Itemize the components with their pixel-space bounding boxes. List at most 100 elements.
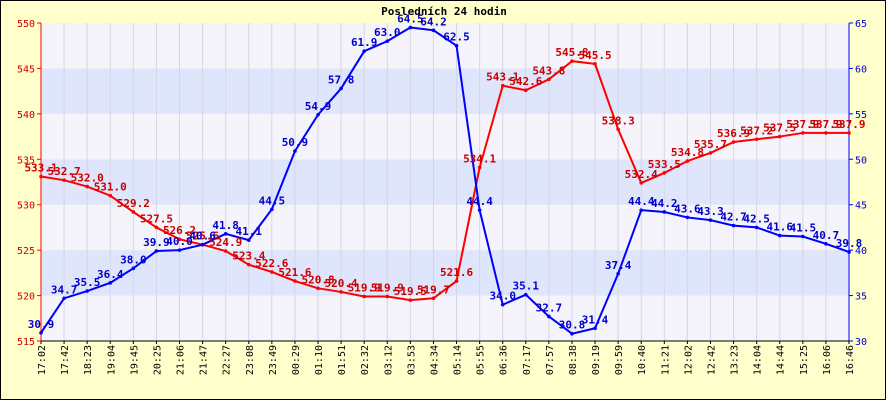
x-tick-label: 21:47 bbox=[199, 345, 210, 375]
right-axis-data-label: 40.0 bbox=[166, 235, 193, 248]
left-axis-data-point bbox=[524, 88, 528, 93]
left-axis-data-label: 545.5 bbox=[578, 49, 611, 62]
right-axis-data-label: 42.5 bbox=[743, 212, 770, 225]
left-axis-data-label: 534.8 bbox=[671, 146, 704, 159]
left-axis-data-point bbox=[824, 131, 828, 135]
left-axis-data-point bbox=[316, 286, 320, 291]
left-axis-data-point bbox=[362, 294, 367, 299]
right-axis-data-label: 40.7 bbox=[813, 229, 840, 242]
right-axis-data-label: 38.0 bbox=[120, 253, 147, 266]
left-axis-data-point bbox=[270, 270, 274, 274]
x-tick-label: 16:46 bbox=[845, 345, 856, 375]
x-tick-label: 16:06 bbox=[822, 345, 833, 375]
left-axis-data-label: 533.1 bbox=[24, 162, 57, 175]
grid-band bbox=[41, 250, 849, 296]
left-axis-data-point bbox=[847, 131, 851, 135]
left-tick-label: 535 bbox=[17, 155, 35, 166]
right-tick-label: 60 bbox=[855, 64, 867, 75]
left-axis-data-point bbox=[293, 279, 297, 283]
x-tick-label: 14:44 bbox=[776, 345, 787, 375]
right-axis-data-label: 44.4 bbox=[628, 195, 655, 208]
right-axis-data-point bbox=[593, 326, 597, 331]
right-tick-label: 50 bbox=[855, 155, 867, 166]
left-axis-data-point bbox=[85, 184, 89, 189]
right-axis-data-label: 36.4 bbox=[97, 268, 124, 281]
right-axis-data-point bbox=[85, 289, 89, 293]
left-axis-data-label: 545.8 bbox=[555, 46, 588, 59]
left-axis-data-label: 532.7 bbox=[48, 165, 81, 178]
right-axis-data-label: 30.9 bbox=[28, 318, 55, 331]
left-axis-data-label: 529.2 bbox=[117, 197, 150, 210]
right-axis-data-label: 62.5 bbox=[443, 31, 470, 44]
left-axis-data-label: 522.6 bbox=[255, 257, 288, 270]
right-axis-data-label: 42.7 bbox=[720, 211, 747, 224]
right-axis-data-point bbox=[408, 25, 413, 30]
right-axis-data-point bbox=[824, 241, 828, 246]
right-axis-data-point bbox=[223, 231, 228, 236]
right-axis-data-point bbox=[431, 28, 436, 33]
right-axis-data-point bbox=[500, 302, 505, 307]
left-axis-data-point bbox=[408, 298, 413, 302]
right-tick-label: 40 bbox=[855, 246, 867, 257]
x-tick-label: 11:21 bbox=[660, 345, 671, 375]
left-axis-data-label: 520.8 bbox=[301, 273, 334, 286]
x-tick-label: 18:23 bbox=[83, 345, 94, 375]
right-axis-data-point bbox=[131, 266, 136, 271]
left-axis-data-label: 519.7 bbox=[417, 283, 450, 296]
x-tick-label: 05:14 bbox=[453, 345, 464, 375]
right-axis-data-point bbox=[362, 49, 367, 53]
left-axis-data-label: 519.9 bbox=[371, 281, 404, 294]
right-axis-data-point bbox=[801, 234, 805, 239]
right-axis-data-point bbox=[339, 86, 343, 91]
right-axis-data-label: 50.9 bbox=[282, 136, 309, 149]
left-axis-data-label: 521.6 bbox=[440, 266, 473, 279]
right-axis-data-point bbox=[731, 223, 736, 228]
right-axis-data-point bbox=[62, 296, 66, 301]
right-axis-data-label: 44.4 bbox=[466, 195, 493, 208]
right-axis-data-label: 41.1 bbox=[236, 225, 263, 238]
right-axis-data-label: 40.6 bbox=[189, 230, 216, 243]
x-tick-label: 13:23 bbox=[730, 345, 741, 375]
right-axis-data-label: 44.5 bbox=[259, 194, 286, 207]
left-axis-data-label: 543.1 bbox=[486, 71, 519, 84]
left-axis-data-point bbox=[154, 225, 159, 230]
right-axis-data-label: 39.8 bbox=[836, 237, 863, 250]
x-tick-label: 15:25 bbox=[799, 345, 810, 375]
right-axis-data-label: 31.4 bbox=[582, 313, 609, 326]
left-axis-data-label: 532.4 bbox=[625, 168, 658, 181]
left-axis-data-point bbox=[593, 62, 597, 66]
left-axis-data-label: 536.9 bbox=[717, 127, 750, 140]
x-tick-label: 01:10 bbox=[314, 345, 325, 375]
left-axis-data-point bbox=[477, 165, 482, 170]
x-tick-label: 00:29 bbox=[291, 345, 302, 375]
right-axis-data-point bbox=[177, 248, 182, 252]
right-axis-data-label: 34.0 bbox=[489, 290, 516, 303]
left-axis-data-point bbox=[639, 181, 644, 185]
x-tick-label: 23:49 bbox=[268, 345, 279, 375]
right-axis-data-label: 63.0 bbox=[374, 26, 401, 39]
x-tick-label: 08:38 bbox=[568, 345, 579, 375]
left-axis-data-label: 526.2 bbox=[163, 224, 196, 237]
left-axis-data-label: 543.8 bbox=[532, 64, 565, 77]
right-axis-data-label: 39.9 bbox=[143, 236, 170, 249]
left-axis-data-point bbox=[131, 210, 136, 214]
x-tick-label: 04:34 bbox=[429, 345, 440, 375]
right-axis-data-label: 54.9 bbox=[305, 100, 332, 113]
right-axis-data-point bbox=[108, 281, 113, 285]
right-axis-data-point bbox=[777, 233, 782, 238]
x-tick-label: 10:40 bbox=[637, 345, 648, 375]
right-axis-data-point bbox=[524, 292, 528, 297]
left-tick-label: 530 bbox=[17, 201, 35, 212]
left-axis-data-label: 542.6 bbox=[509, 75, 542, 88]
left-axis-series-line bbox=[40, 60, 849, 302]
right-axis-data-label: 43.6 bbox=[674, 202, 701, 215]
right-axis-data-point bbox=[154, 249, 159, 253]
right-axis-series-line bbox=[40, 26, 850, 335]
right-axis-data-label: 35.1 bbox=[513, 280, 540, 293]
right-axis-data-point bbox=[293, 149, 297, 153]
right-axis-data-point bbox=[39, 331, 43, 335]
right-axis-data-point bbox=[316, 112, 320, 117]
grid-band bbox=[41, 23, 849, 69]
left-axis-data-point bbox=[177, 237, 182, 242]
